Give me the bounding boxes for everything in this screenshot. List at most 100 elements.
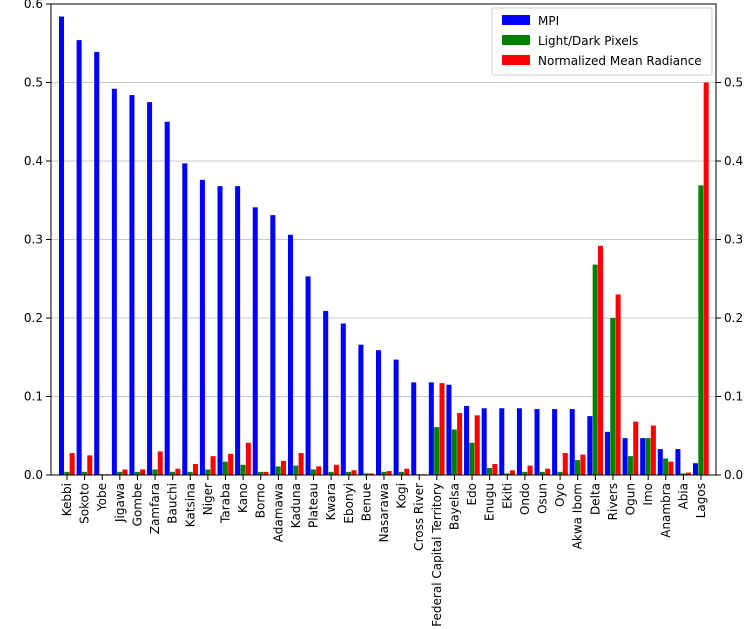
bar: [94, 51, 100, 475]
bar: [457, 412, 463, 475]
bar: [610, 318, 616, 475]
bar: [640, 438, 646, 475]
bar: [275, 466, 281, 475]
bar: [351, 470, 357, 475]
bar: [598, 245, 604, 475]
bar: [111, 88, 117, 475]
bar: [657, 449, 663, 475]
y2-tick-label: 0.3: [724, 233, 743, 247]
bar: [604, 431, 610, 475]
x-tick-label: Nasarawa: [377, 483, 391, 542]
bar: [340, 323, 346, 475]
x-tick-label: Sokoto: [78, 483, 92, 524]
bar: [240, 464, 246, 475]
x-tick-label: Akwa Ibom: [571, 483, 585, 549]
bar: [534, 409, 540, 475]
bar: [587, 416, 593, 476]
legend-swatch: [502, 35, 530, 45]
bar: [562, 453, 568, 475]
bar: [645, 438, 651, 475]
bar: [346, 471, 352, 475]
bar: [633, 421, 639, 475]
bar: [622, 438, 628, 475]
bar: [140, 469, 146, 475]
bar: [474, 415, 480, 475]
bar: [87, 455, 93, 476]
y-axis-right: 0.0 0.1 0.2 0.3 0.4 0.5: [716, 76, 743, 482]
x-tick-label: Plateau: [307, 483, 321, 528]
bar: [323, 310, 329, 475]
x-tick-label: Adamawa: [271, 483, 285, 542]
x-tick-label: Bayelsa: [447, 483, 461, 530]
bar: [627, 456, 633, 475]
bar: [393, 359, 399, 475]
y2-tick-label: 0.0: [724, 468, 743, 482]
bar: [316, 466, 322, 475]
bar: [492, 464, 498, 475]
y-tick-label: 0.5: [24, 76, 43, 90]
bar: [487, 467, 493, 475]
bar: [680, 473, 686, 475]
y2-tick-label: 0.1: [724, 390, 743, 404]
bar: [527, 465, 533, 475]
x-tick-label: Taraba: [219, 483, 233, 524]
x-tick-label: Kano: [236, 483, 250, 513]
bar: [328, 471, 334, 475]
y-tick-label: 0.3: [24, 233, 43, 247]
x-tick-label: Delta: [588, 483, 602, 515]
bar: [59, 16, 65, 476]
bar: [281, 460, 287, 475]
bar: [235, 186, 241, 475]
bar: [164, 121, 170, 475]
bar: [205, 469, 211, 475]
x-tick-label: Ekiti: [500, 483, 514, 509]
bar: [222, 461, 228, 475]
y2-tick-label: 0.5: [724, 76, 743, 90]
bar: [411, 382, 417, 475]
bar: [175, 468, 181, 475]
x-tick-label: Borno: [254, 483, 268, 518]
bar: [270, 215, 276, 475]
bar: [305, 276, 311, 475]
bar: [217, 186, 223, 475]
bar: [333, 464, 339, 475]
bar: [592, 264, 598, 475]
x-tick-label: Yobe: [95, 483, 109, 512]
bar: [192, 464, 198, 475]
legend: MPI Light/Dark Pixels Normalized Mean Radi…: [491, 7, 713, 76]
bar: [147, 102, 153, 476]
bar: [516, 408, 522, 475]
bar: [287, 234, 293, 475]
bar: [81, 471, 87, 475]
bar: [358, 344, 364, 475]
bar: [469, 442, 475, 475]
bar: [122, 469, 128, 475]
bar: [446, 384, 452, 475]
bar: [69, 453, 75, 475]
bar: [428, 382, 434, 475]
x-tick-label: Enugu: [483, 483, 497, 521]
bar: [552, 409, 558, 475]
x-axis: Kebbi Sokoto Yobe Jigawa Gombe Zamfara Bauchi K…: [60, 475, 708, 627]
bar: [293, 465, 299, 475]
bar: [228, 453, 234, 475]
bar: [134, 471, 140, 475]
bar: [663, 458, 669, 475]
x-tick-label: Kogi: [395, 483, 409, 509]
x-tick-label: Osun: [536, 483, 550, 514]
bar: [686, 472, 692, 475]
y-axis-left: 0.0 0.1 0.2 0.3 0.4 0.5 0.6: [24, 0, 51, 482]
bar: [252, 207, 258, 475]
x-tick-label: Bauchi: [166, 483, 180, 524]
bar: [157, 451, 163, 475]
bar: [210, 456, 216, 475]
x-tick-label: Ebonyi: [342, 483, 356, 524]
x-tick-label: Zamfara: [148, 483, 162, 534]
bar: [404, 468, 410, 475]
x-tick-label: Federal Capital Territory: [430, 483, 444, 627]
x-tick-label: Niger: [201, 483, 215, 515]
bar: [569, 409, 575, 475]
bar: [245, 442, 251, 475]
bar: [64, 471, 70, 475]
